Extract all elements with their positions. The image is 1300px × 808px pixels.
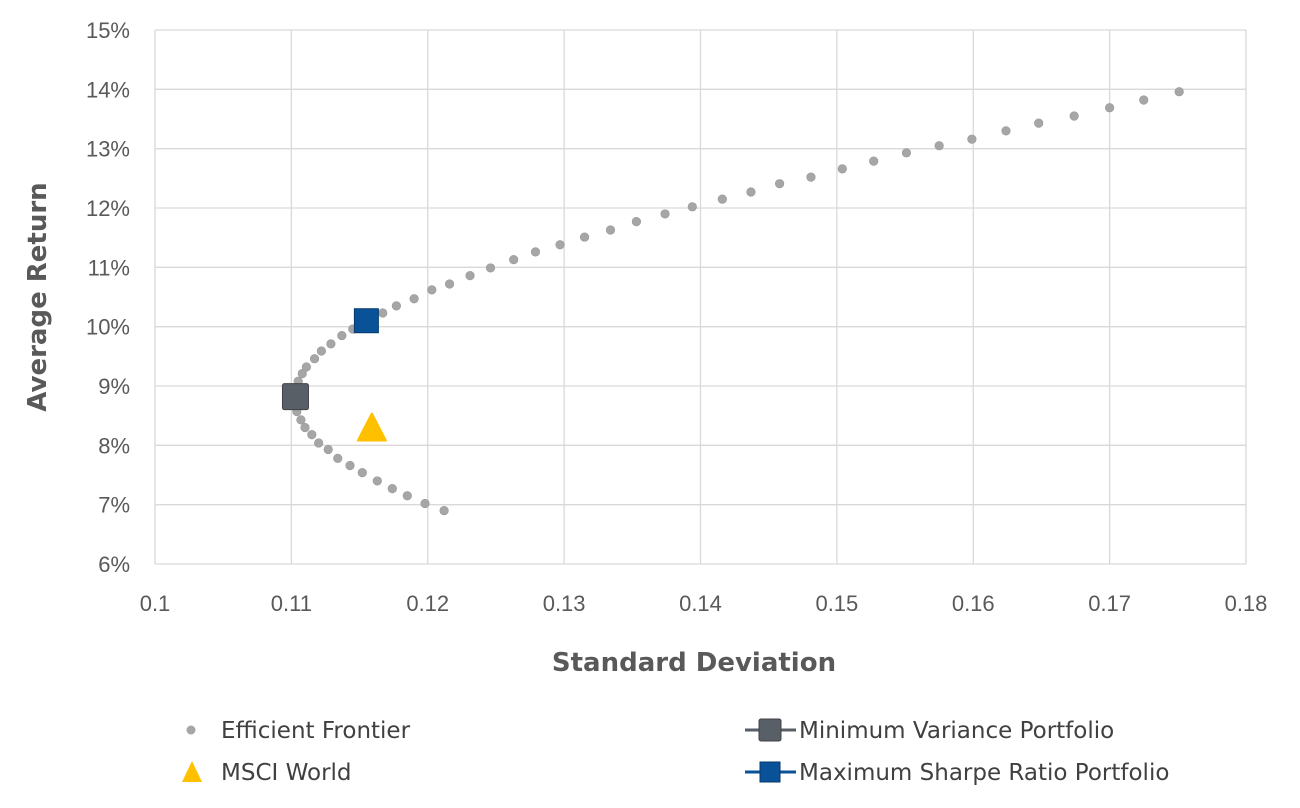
legend-label-min-variance: Minimum Variance Portfolio — [799, 718, 1114, 744]
legend-marker-efficient-frontier — [186, 725, 196, 735]
y-tick-label: 15% — [86, 18, 130, 43]
y-tick-label: 7% — [98, 493, 130, 518]
y-tick-label: 12% — [86, 196, 130, 221]
efficient-frontier-point — [967, 134, 977, 144]
efficient-frontier-point — [1105, 103, 1115, 113]
x-tick-labels: 0.1 0.11 0.12 0.13 0.14 0.15 0.16 0.17 0.18 — [140, 591, 1268, 616]
efficient-frontier-point — [530, 247, 541, 257]
data-marks — [281, 87, 1184, 516]
x-tick-label: 0.18 — [1225, 591, 1268, 616]
efficient-frontier-point — [387, 484, 397, 494]
efficient-frontier-point — [806, 172, 816, 182]
msci-world-point — [356, 412, 387, 442]
efficient-frontier-point — [1069, 111, 1079, 121]
efficient-frontier-point — [1139, 95, 1149, 105]
efficient-frontier-point — [333, 453, 343, 463]
efficient-frontier-point — [323, 444, 333, 455]
efficient-frontier-point — [687, 202, 697, 212]
efficient-frontier-point — [901, 148, 912, 158]
x-tick-label: 0.15 — [815, 591, 858, 616]
efficient-frontier-point — [372, 476, 382, 486]
efficient-frontier-point — [296, 415, 306, 425]
x-tick-label: 0.17 — [1088, 591, 1131, 616]
y-tick-label: 6% — [98, 552, 130, 577]
efficient-frontier-point — [837, 164, 847, 174]
efficient-frontier-point — [439, 506, 449, 516]
legend-marker-msci-world — [182, 761, 202, 782]
efficient-frontier-point — [869, 156, 879, 166]
efficient-frontier-point — [409, 294, 419, 304]
x-tick-label: 0.13 — [543, 591, 586, 616]
x-axis-title: Standard Deviation — [552, 648, 836, 678]
efficient-frontier-point — [509, 255, 519, 265]
efficient-frontier-point — [314, 438, 324, 448]
y-axis-title: Average Return — [23, 182, 53, 411]
y-tick-labels: 6% 7% 8% 9% 10% 11% 12% 13% 14% 15% — [86, 18, 130, 577]
efficient-frontier-point — [465, 271, 475, 281]
efficient-frontier-point — [605, 225, 616, 235]
efficient-frontier-point — [660, 209, 670, 219]
efficient-frontier-point — [337, 330, 347, 341]
efficient-frontier-point — [774, 179, 785, 189]
efficient-frontier-point — [1034, 118, 1044, 128]
efficient-frontier-point — [1174, 87, 1184, 97]
y-tick-label: 9% — [98, 374, 130, 399]
efficient-frontier-point — [555, 240, 565, 250]
efficient-frontier-point — [485, 263, 496, 273]
efficient-frontier-point — [378, 308, 388, 318]
efficient-frontier-point — [631, 217, 642, 227]
efficient-frontier-point — [391, 301, 401, 311]
efficient-frontier-point — [427, 285, 437, 295]
grid — [154, 29, 1247, 565]
x-tick-label: 0.11 — [271, 591, 312, 616]
x-tick-label: 0.12 — [406, 591, 449, 616]
legend-marker-min-variance — [758, 718, 782, 742]
efficient-frontier-point — [402, 491, 412, 501]
y-tick-label: 13% — [86, 137, 130, 162]
legend-label-msci-world: MSCI World — [221, 760, 352, 786]
efficient-frontier-point — [307, 430, 317, 440]
y-tick-label: 8% — [98, 433, 130, 458]
efficient-frontier-point — [717, 194, 727, 204]
legend: Efficient Frontier MSCI World Minimum Va… — [182, 718, 1169, 786]
min-variance-point — [281, 383, 309, 411]
efficient-frontier-point — [444, 279, 455, 289]
efficient-frontier-point — [301, 362, 311, 372]
efficient-frontier-point — [300, 422, 310, 433]
x-tick-label: 0.1 — [140, 591, 171, 616]
efficient-frontier-point — [1001, 126, 1011, 136]
efficient-frontier-point — [316, 346, 326, 356]
efficient-frontier-point — [357, 468, 367, 478]
x-tick-label: 0.16 — [952, 591, 995, 616]
x-tick-label: 0.14 — [679, 591, 722, 616]
max-sharpe-point — [353, 308, 379, 334]
legend-marker-max-sharpe — [759, 761, 781, 783]
legend-label-efficient-frontier: Efficient Frontier — [221, 718, 411, 744]
y-tick-label: 10% — [86, 315, 130, 340]
efficient-frontier-point — [326, 339, 336, 349]
efficient-frontier-point — [746, 187, 756, 197]
efficient-frontier-point — [345, 460, 355, 471]
y-tick-label: 14% — [86, 77, 130, 102]
efficient-frontier-point — [579, 232, 590, 242]
efficient-frontier-point — [934, 141, 944, 151]
y-tick-label: 11% — [88, 255, 130, 280]
legend-label-max-sharpe: Maximum Sharpe Ratio Portfolio — [799, 760, 1169, 786]
efficient-frontier-point — [309, 354, 320, 364]
efficient-frontier-point — [420, 498, 430, 509]
efficient-frontier-point — [297, 368, 307, 379]
